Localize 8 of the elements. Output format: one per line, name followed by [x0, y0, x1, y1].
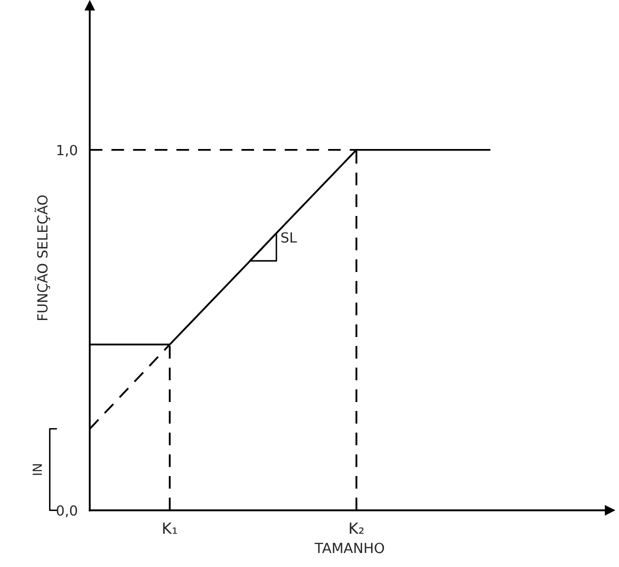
- annotation: SL: [281, 232, 297, 243]
- y-axis-title: FUNÇÃO SELEÇÃO: [34, 195, 50, 320]
- y-tick-label: 0,0: [56, 505, 78, 518]
- text: IN: [32, 464, 42, 475]
- x-tick-label: K₂: [350, 522, 364, 534]
- x-axis-title: TAMANHO: [314, 542, 384, 554]
- x-tick-label: K₁: [163, 522, 177, 534]
- y-tick-label: 1,0: [57, 144, 78, 157]
